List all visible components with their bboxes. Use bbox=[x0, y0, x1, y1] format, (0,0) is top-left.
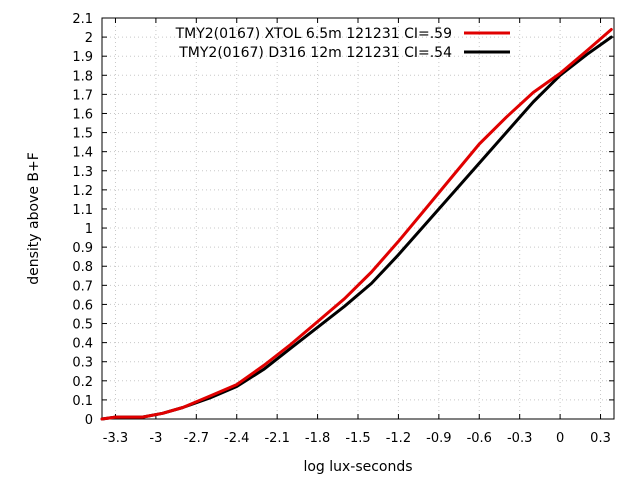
y-tick-label: 1.3 bbox=[72, 165, 93, 180]
x-tick-label: -0.3 bbox=[507, 431, 532, 446]
legend-label-2: TMY2(0167) D316 12m 121231 CI=.54 bbox=[178, 45, 452, 61]
y-tick-label: 2 bbox=[85, 31, 93, 46]
y-tick-label: 2.1 bbox=[72, 12, 93, 27]
legend-label-1: TMY2(0167) XTOL 6.5m 121231 CI=.59 bbox=[175, 26, 452, 42]
x-axis-title: log lux-seconds bbox=[303, 459, 412, 475]
series-line-1 bbox=[100, 28, 613, 421]
y-tick-label: 0 bbox=[85, 413, 93, 428]
legend: TMY2(0167) XTOL 6.5m 121231 CI=.59 TMY2(0… bbox=[175, 26, 510, 61]
x-tick-label: -0.6 bbox=[467, 431, 492, 446]
grid bbox=[102, 17, 614, 420]
series-lines bbox=[100, 28, 613, 421]
y-tick-label: 0.1 bbox=[72, 394, 93, 409]
y-tick-label: 1.9 bbox=[72, 50, 93, 65]
x-tick-label: -3 bbox=[149, 431, 162, 446]
x-tick-label: 0.3 bbox=[590, 431, 611, 446]
x-tick-label: -2.4 bbox=[224, 431, 249, 446]
x-tick-label: 0 bbox=[556, 431, 564, 446]
y-tick-label: 1.1 bbox=[72, 203, 93, 218]
y-tick-label: 0.3 bbox=[72, 356, 93, 371]
y-tick-label: 0.8 bbox=[72, 260, 93, 275]
x-tick-label: -0.9 bbox=[426, 431, 451, 446]
x-tick-label: -1.5 bbox=[345, 431, 370, 446]
axis-ticks: -3.3 -3 -2.7 -2.4 -2.1 -1.8 -1.5 -1.2 -0.9 -0.6 -0… bbox=[72, 12, 614, 446]
y-axis-title: density above B+F bbox=[26, 152, 42, 285]
y-tick-label: 1.7 bbox=[72, 88, 93, 103]
y-tick-label: 0.9 bbox=[72, 241, 93, 256]
y-tick-label: 1.5 bbox=[72, 127, 93, 142]
y-tick-label: 0.4 bbox=[72, 337, 93, 352]
y-tick-label: 0.5 bbox=[72, 318, 93, 333]
x-tick-label: -1.2 bbox=[386, 431, 411, 446]
x-tick-label: -1.8 bbox=[305, 431, 330, 446]
x-tick-label: -3.3 bbox=[103, 431, 128, 446]
y-tick-label: 1.8 bbox=[72, 69, 93, 84]
y-tick-label: 1 bbox=[85, 222, 93, 237]
y-tick-label: 0.7 bbox=[72, 279, 93, 294]
y-tick-label: 1.4 bbox=[72, 146, 93, 161]
y-tick-label: 0.6 bbox=[72, 298, 93, 313]
x-tick-label: -2.7 bbox=[184, 431, 209, 446]
y-tick-label: 1.2 bbox=[72, 184, 93, 199]
x-tick-label: -2.1 bbox=[264, 431, 289, 446]
y-tick-label: 0.2 bbox=[72, 375, 93, 390]
y-tick-label: 1.6 bbox=[72, 107, 93, 122]
